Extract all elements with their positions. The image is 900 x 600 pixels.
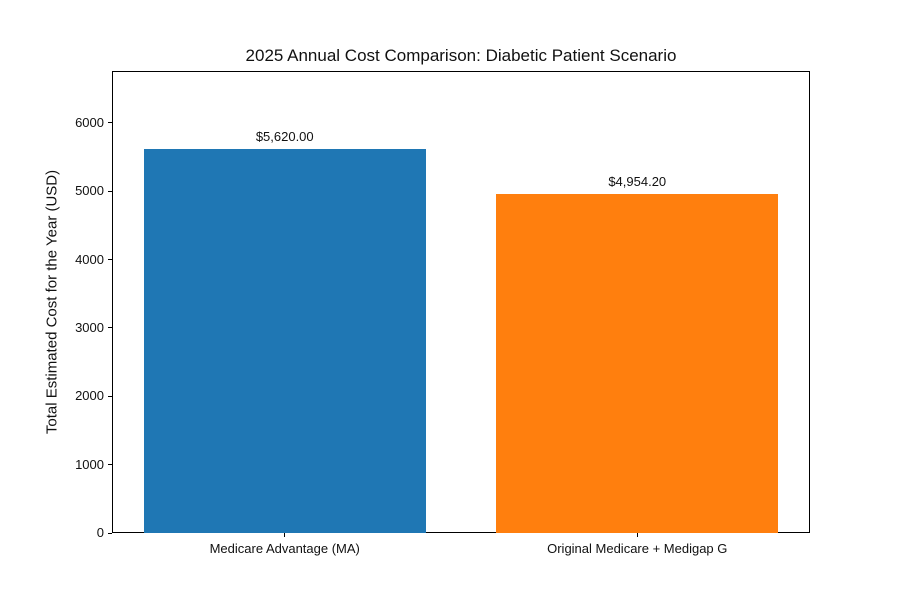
y-tick-label: 3000 bbox=[75, 319, 104, 335]
y-tick-label: 1000 bbox=[75, 456, 104, 472]
y-tick-label: 6000 bbox=[75, 114, 104, 130]
x-tick-mark bbox=[284, 533, 286, 537]
y-tick-mark bbox=[108, 190, 112, 192]
y-tick-label: 2000 bbox=[75, 388, 104, 404]
chart-title: 2025 Annual Cost Comparison: Diabetic Pa… bbox=[245, 46, 677, 65]
bar-1 bbox=[143, 148, 426, 533]
y-tick-mark bbox=[108, 464, 112, 466]
y-tick-mark bbox=[108, 327, 112, 329]
y-tick-mark bbox=[108, 532, 112, 534]
bar-value-label: $4,954.20 bbox=[608, 174, 667, 190]
y-tick-mark bbox=[108, 259, 112, 261]
x-tick-label: Original Medicare + Medigap G bbox=[547, 541, 728, 556]
y-tick-mark bbox=[108, 122, 112, 124]
y-tick-label: 5000 bbox=[75, 183, 104, 199]
bar-value-label: $5,620.00 bbox=[255, 128, 314, 144]
y-tick-label: 4000 bbox=[75, 251, 104, 267]
x-tick-mark bbox=[636, 533, 638, 537]
x-tick-label: Medicare Advantage (MA) bbox=[209, 541, 360, 556]
y-tick-label: 0 bbox=[96, 525, 104, 540]
y-tick-mark bbox=[108, 395, 112, 397]
bar-2 bbox=[496, 194, 779, 533]
